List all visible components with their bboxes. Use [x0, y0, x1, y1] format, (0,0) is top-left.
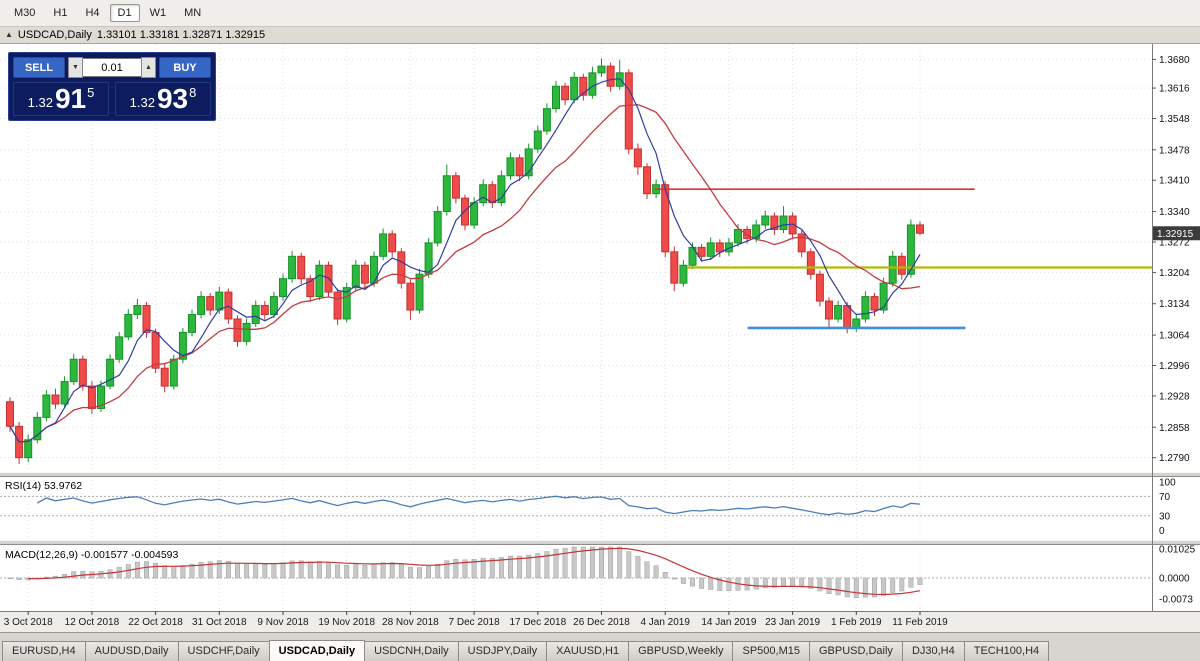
svg-text:0.01025: 0.01025 — [1159, 544, 1196, 555]
svg-text:1.3134: 1.3134 — [1159, 299, 1190, 310]
svg-text:19 Nov 2018: 19 Nov 2018 — [318, 617, 375, 628]
timeframe-toolbar: M30 H1 H4 D1 W1 MN — [0, 0, 1200, 27]
sell-button[interactable]: SELL — [13, 57, 65, 78]
bid-price-display: 1.32 91 5 — [13, 82, 109, 116]
divider-main-rsi[interactable] — [0, 472, 1200, 477]
svg-text:1.3410: 1.3410 — [1159, 176, 1190, 187]
tab-gbpusd-daily[interactable]: GBPUSD,Daily — [808, 641, 903, 661]
svg-text:-0.0073: -0.0073 — [1159, 594, 1193, 605]
macd-panel: MACD(12,26,9) -0.001577 -0.004593 — [0, 546, 1152, 599]
svg-text:70: 70 — [1159, 492, 1171, 503]
bid-price-pipette: 5 — [87, 85, 95, 100]
rsi-label: RSI(14) 53.9762 — [5, 480, 82, 492]
svg-text:14 Jan 2019: 14 Jan 2019 — [701, 617, 756, 628]
ma-fast-line — [9, 78, 921, 443]
rsi-panel: RSI(14) 53.9762 — [0, 480, 1152, 517]
svg-text:22 Oct 2018: 22 Oct 2018 — [128, 617, 183, 628]
volume-decrease-button[interactable]: ▼ — [68, 57, 83, 78]
timeframe-button-m30[interactable]: M30 — [6, 4, 43, 22]
ask-price-big-digits: 93 — [156, 83, 189, 115]
tab-usdjpy-daily[interactable]: USDJPY,Daily — [457, 641, 548, 661]
macd-label: MACD(12,26,9) -0.001577 -0.004593 — [5, 549, 179, 561]
divider-rsi-macd[interactable] — [0, 540, 1200, 545]
candlesticks — [6, 58, 924, 464]
svg-text:28 Nov 2018: 28 Nov 2018 — [382, 617, 439, 628]
timeframe-button-h4[interactable]: H4 — [77, 4, 107, 22]
timeframe-button-w1[interactable]: W1 — [142, 4, 175, 22]
svg-text:1 Feb 2019: 1 Feb 2019 — [831, 617, 882, 628]
tab-eurusd-h4[interactable]: EURUSD,H4 — [2, 641, 86, 661]
svg-text:0: 0 — [1159, 526, 1165, 537]
ask-price-prefix: 1.32 — [129, 95, 155, 110]
svg-text:1.2996: 1.2996 — [1159, 361, 1190, 372]
time-axis[interactable]: 3 Oct 2018 12 Oct 2018 22 Oct 2018 31 Oct 2… — [4, 611, 948, 628]
svg-text:1.3064: 1.3064 — [1159, 331, 1190, 342]
buy-button[interactable]: BUY — [159, 57, 211, 78]
svg-text:9 Nov 2018: 9 Nov 2018 — [257, 617, 309, 628]
svg-text:1.2928: 1.2928 — [1159, 391, 1190, 402]
tab-tech100-h4[interactable]: TECH100,H4 — [963, 641, 1050, 661]
svg-text:1.3204: 1.3204 — [1159, 268, 1190, 279]
svg-text:0.0000: 0.0000 — [1159, 574, 1190, 585]
rsi-line — [36, 495, 921, 516]
svg-text:1.2858: 1.2858 — [1159, 423, 1190, 434]
bid-price-prefix: 1.32 — [27, 95, 53, 110]
timeframe-button-mn[interactable]: MN — [176, 4, 209, 22]
tab-sp500-m15[interactable]: SP500,M15 — [732, 641, 810, 661]
svg-text:12 Oct 2018: 12 Oct 2018 — [65, 617, 120, 628]
chart-symbol-title: USDCAD,Daily — [17, 29, 92, 41]
svg-text:1.3616: 1.3616 — [1159, 84, 1190, 95]
svg-text:3 Oct 2018: 3 Oct 2018 — [4, 617, 53, 628]
chart-ohlc-values: 1.33101 1.33181 1.32871 1.32915 — [96, 29, 266, 41]
svg-text:30: 30 — [1159, 511, 1171, 522]
current-price-badge: 1.32915 — [1153, 226, 1200, 241]
tab-gbpusd-weekly[interactable]: GBPUSD,Weekly — [628, 641, 734, 661]
chart-title-bar: ▲ USDCAD,Daily 1.33101 1.33181 1.32871 1… — [0, 27, 1200, 44]
volume-control: ▼ ▲ — [68, 57, 156, 78]
svg-text:1.2790: 1.2790 — [1159, 453, 1190, 464]
svg-text:7 Dec 2018: 7 Dec 2018 — [449, 617, 501, 628]
macd-signal-line — [28, 547, 921, 596]
tab-dj30-h4[interactable]: DJ30,H4 — [901, 641, 965, 661]
svg-text:23 Jan 2019: 23 Jan 2019 — [765, 617, 820, 628]
svg-text:1.3548: 1.3548 — [1159, 114, 1190, 125]
svg-text:1.3478: 1.3478 — [1159, 145, 1190, 156]
bid-price-big-digits: 91 — [54, 83, 87, 115]
tab-usdcad-daily[interactable]: USDCAD,Daily — [268, 640, 366, 661]
svg-text:4 Jan 2019: 4 Jan 2019 — [640, 617, 690, 628]
ma-slow-line — [9, 104, 921, 443]
svg-text:100: 100 — [1159, 477, 1176, 488]
svg-text:26 Dec 2018: 26 Dec 2018 — [573, 617, 630, 628]
volume-input[interactable] — [83, 58, 141, 77]
svg-text:1.3340: 1.3340 — [1159, 207, 1190, 218]
time-axis-strip[interactable] — [0, 611, 1200, 632]
tab-usdcnh-daily[interactable]: USDCNH,Daily — [364, 641, 459, 661]
tab-xauusd-h1[interactable]: XAUUSD,H1 — [546, 641, 630, 661]
svg-text:1.3680: 1.3680 — [1159, 55, 1190, 66]
tab-usdchf-daily[interactable]: USDCHF,Daily — [177, 641, 270, 661]
volume-increase-button[interactable]: ▲ — [141, 57, 156, 78]
svg-text:31 Oct 2018: 31 Oct 2018 — [192, 617, 247, 628]
price-axis[interactable]: 1.3680 1.3616 1.3548 1.3478 1.3410 1.3340 1.32… — [1152, 44, 1196, 611]
ask-price-display: 1.32 93 8 — [115, 82, 211, 116]
timeframe-button-h1[interactable]: H1 — [45, 4, 75, 22]
svg-text:11 Feb 2019: 11 Feb 2019 — [892, 617, 948, 628]
tab-audusd-daily[interactable]: AUDUSD,Daily — [84, 641, 179, 661]
timeframe-button-d1[interactable]: D1 — [109, 4, 140, 22]
svg-text:17 Dec 2018: 17 Dec 2018 — [509, 617, 566, 628]
svg-text:1.3272: 1.3272 — [1159, 237, 1190, 248]
chart-tab-bar: EURUSD,H4 AUDUSD,Daily USDCHF,Daily USDCAD,… — [0, 632, 1200, 661]
chart-background — [0, 44, 1200, 611]
chart-icon: ▲ — [5, 30, 13, 39]
svg-text:1.32915: 1.32915 — [1157, 229, 1194, 240]
ask-price-pipette: 8 — [189, 85, 197, 100]
